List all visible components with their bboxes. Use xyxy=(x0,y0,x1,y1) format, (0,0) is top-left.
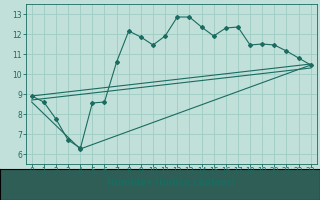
X-axis label: Humidex (Indice chaleur): Humidex (Indice chaleur) xyxy=(107,178,236,187)
